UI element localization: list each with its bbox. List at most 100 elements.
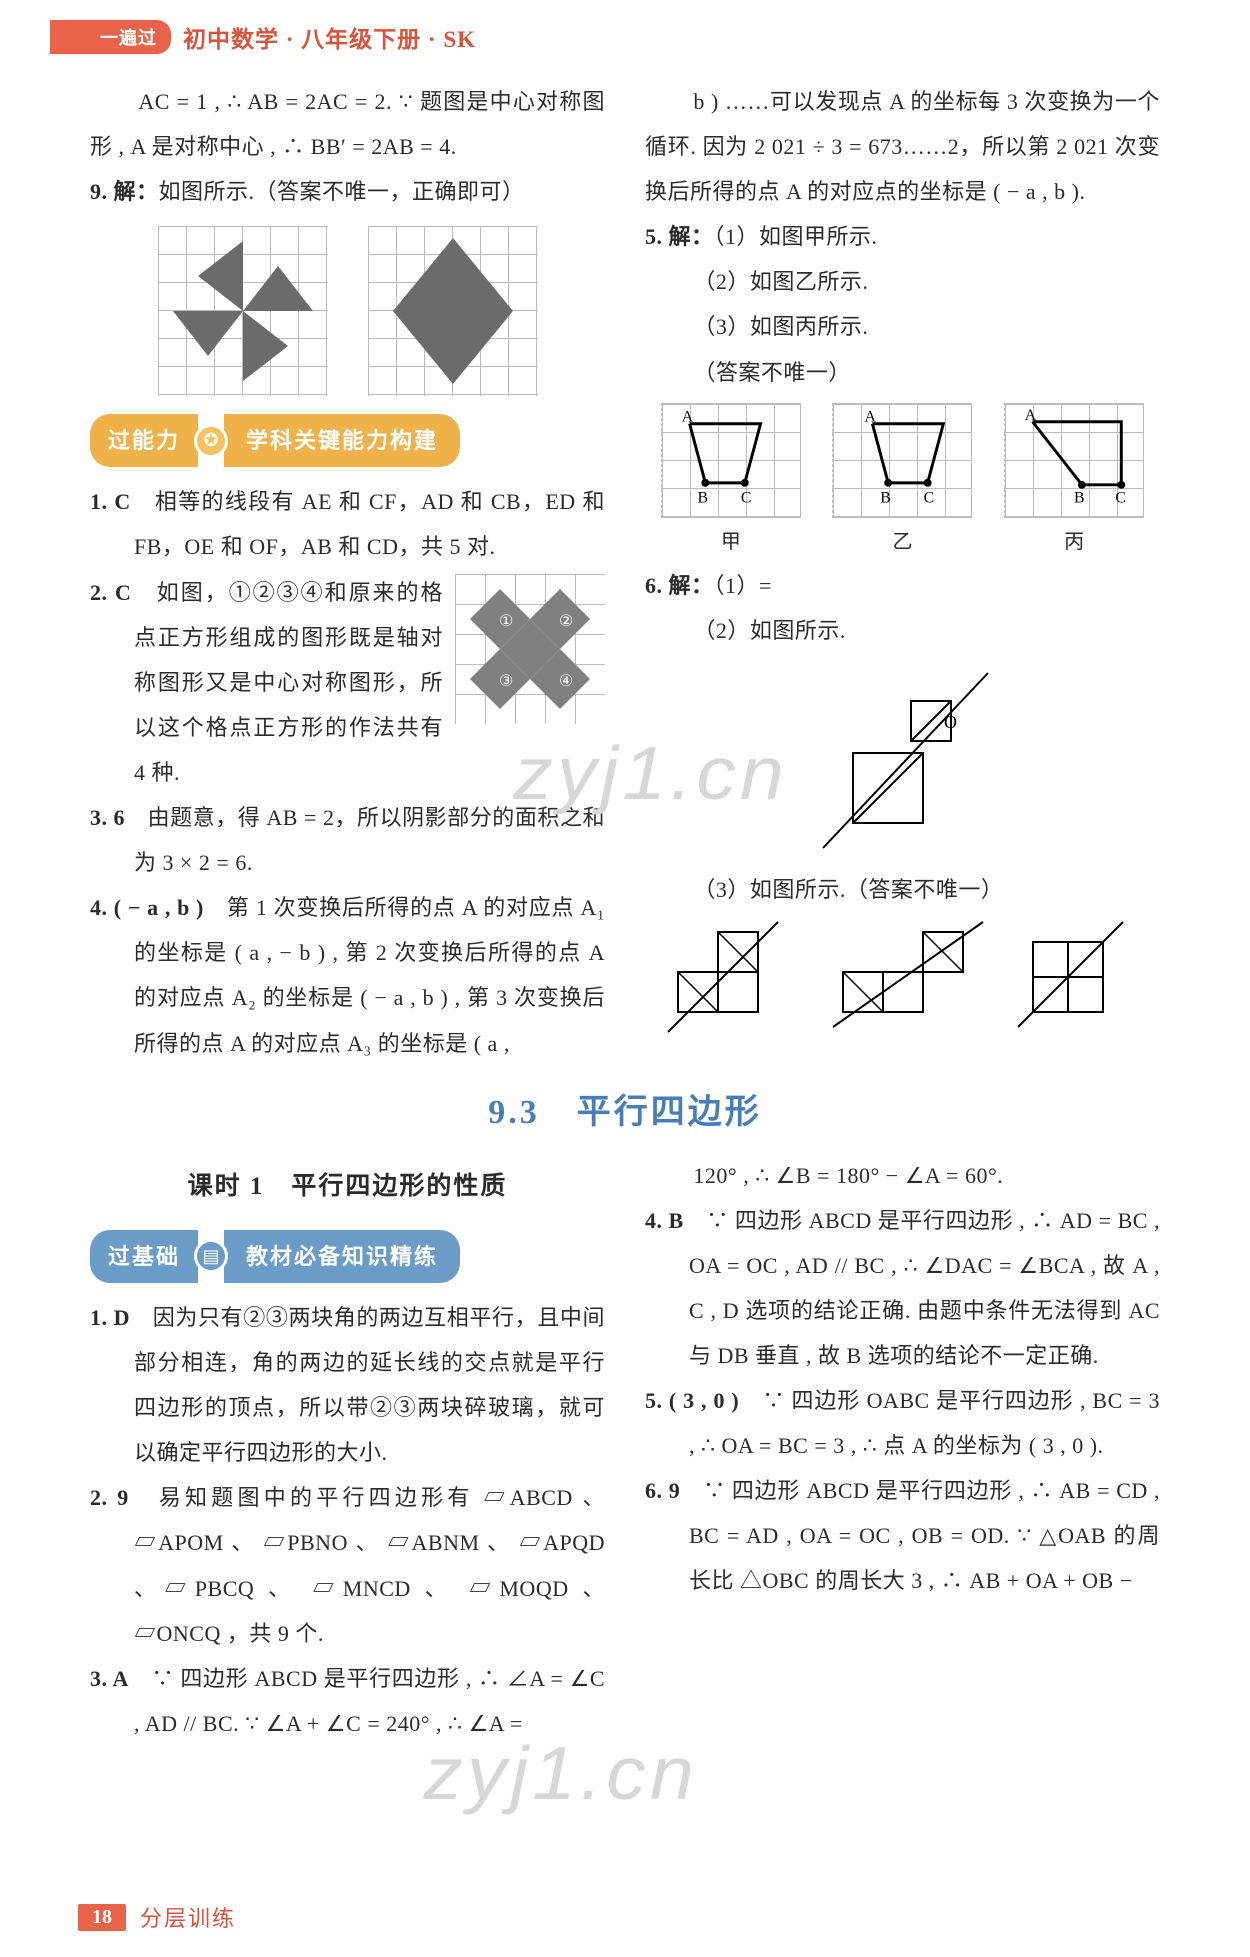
caption-row-5: 甲 乙 丙	[645, 522, 1160, 563]
svg-text:④: ④	[559, 673, 573, 690]
q6: 6. 解：（1）=	[645, 563, 1160, 608]
grid-jia: A B C	[661, 403, 801, 518]
r-top: 120° , ∴ ∠B = 180° − ∠A = 60°.	[645, 1153, 1160, 1198]
a1-text: 相等的线段有 AE 和 CF，AD 和 CB，ED 和 FB，OE 和 OF，A…	[131, 489, 605, 559]
footer: 18 分层训练	[78, 1901, 236, 1933]
a2-label: 2. C	[90, 580, 131, 605]
section-title: 9.3 平行四边形	[0, 1084, 1250, 1133]
figure-row-9	[90, 226, 605, 396]
svg-text:C: C	[741, 489, 752, 506]
left-column: AC = 1 , ∴ AB = 2AC = 2. ∵ 题图是中心对称图形 , A…	[90, 79, 605, 1066]
a3: 3. 6 由题意，得 AB = 2，所以阴影部分的面积之和为 3 × 2 = 6…	[90, 795, 605, 885]
a3-text: 由题意，得 AB = 2，所以阴影部分的面积之和为 3 × 2 = 6.	[125, 805, 605, 875]
q5: 5. 解：（1）如图甲所示.	[645, 214, 1160, 259]
r-p1: b ) ……可以发现点 A 的坐标每 3 次变换为一个循环. 因为 2 021 …	[645, 79, 1160, 214]
grid-row-5: A B C A B C A B C	[645, 403, 1160, 518]
a4: 4. ( − a , b ) 第 1 次变换后所得的点 A 的对应点 A₁ 的坐…	[90, 885, 605, 1065]
para: AC = 1 , ∴ AB = 2AC = 2. ∵ 题图是中心对称图形 , A…	[90, 79, 605, 169]
geom-fig-6-2: O	[645, 663, 1160, 853]
b4-text: ∵ 四边形 ABCD 是平行四边形 , ∴ AD = BC , OA = OC …	[684, 1208, 1160, 1368]
a3-label: 3. 6	[90, 805, 125, 830]
b2-text: 易知题图中的平行四边形有 ▱ABCD 、▱APOM 、 ▱PBNO 、 ▱ABN…	[129, 1485, 605, 1645]
pill-badge-icon: ✪	[194, 424, 228, 458]
b5-label: 5. ( 3 , 0 )	[645, 1388, 739, 1413]
pill-right-blue: 教材必备知识精练	[224, 1230, 460, 1283]
svg-text:②: ②	[559, 613, 573, 630]
q6-3: （3）如图所示.（答案不唯一）	[645, 867, 1160, 912]
pinwheel-svg	[158, 226, 328, 396]
b5: 5. ( 3 , 0 ) ∵ 四边形 OABC 是平行四边形 , BC = 3 …	[645, 1378, 1160, 1468]
q9-text: 如图所示.（答案不唯一，正确即可）	[159, 179, 525, 204]
b4-label: 4. B	[645, 1208, 684, 1233]
diamond-svg	[368, 226, 538, 396]
geom-fig-6-3	[645, 922, 1160, 1042]
q9: 9. 解：如图所示.（答案不唯一，正确即可）	[90, 169, 605, 214]
geom-svg-6-2: O	[793, 663, 1013, 853]
lower-content: 课时 1 平行四边形的性质 过基础 ▤ 教材必备知识精练 1. D 因为只有②③…	[0, 1143, 1250, 1746]
svg-text:B: B	[881, 489, 892, 506]
b2-label: 2. 9	[90, 1485, 129, 1510]
svg-text:③: ③	[499, 673, 513, 690]
svg-text:B: B	[697, 489, 708, 506]
q5-2: （2）如图乙所示.	[645, 259, 1160, 304]
q5-1: （1）如图甲所示.	[714, 224, 878, 249]
q9-label: 9. 解：	[90, 179, 159, 204]
q5-label: 5. 解：	[645, 224, 714, 249]
grid-jia-svg: A B C	[662, 404, 800, 517]
pill-basic: 过基础 ▤ 教材必备知识精练	[90, 1230, 605, 1283]
q5-note: （答案不唯一）	[645, 350, 1160, 395]
header-tag: 一遍过	[80, 20, 171, 54]
pill-ability: 过能力 ✪ 学科关键能力构建	[90, 414, 605, 467]
inline-fig-svg: ① ② ③ ④	[455, 574, 605, 724]
a1-label: 1. C	[90, 489, 131, 514]
a2-text: 如图，①②③④和原来的格点正方形组成的图形既是轴对称图形又是中心对称图形，所以这…	[131, 580, 443, 785]
a4-label: 4. ( − a , b )	[90, 895, 204, 920]
diamond-figure	[368, 226, 538, 396]
geom-svg-6-3	[668, 922, 1138, 1042]
b3: 3. A ∵ 四边形 ABCD 是平行四边形 , ∴ ∠A = ∠C , AD …	[90, 1656, 605, 1746]
b5-text: ∵ 四边形 OABC 是平行四边形 , BC = 3 , ∴ OA = BC =…	[689, 1388, 1160, 1458]
b1-text: 因为只有②③两块角的两边互相平行，且中间部分相连，角的两边的延长线的交点就是平行…	[130, 1305, 605, 1465]
b3-text: ∵ 四边形 ABCD 是平行四边形 , ∴ ∠A = ∠C , AD // BC…	[129, 1666, 605, 1736]
cap-jia: 甲	[721, 522, 741, 563]
b3-label: 3. A	[90, 1666, 129, 1691]
lesson-subtitle: 课时 1 平行四边形的性质	[90, 1161, 605, 1212]
svg-text:A: A	[682, 408, 694, 425]
b2: 2. 9 易知题图中的平行四边形有 ▱ABCD 、▱APOM 、 ▱PBNO 、…	[90, 1475, 605, 1655]
left-column-2: 课时 1 平行四边形的性质 过基础 ▤ 教材必备知识精练 1. D 因为只有②③…	[90, 1153, 605, 1746]
pill-left: 过能力	[90, 414, 198, 467]
b6-text: ∵ 四边形 ABCD 是平行四边形 , ∴ AB = CD , BC = AD …	[680, 1478, 1160, 1593]
header-title: 初中数学 · 八年级下册 · SK	[183, 20, 476, 54]
inline-fig-2c: ① ② ③ ④	[455, 574, 605, 724]
b6-label: 6. 9	[645, 1478, 680, 1503]
pill-left-blue: 过基础	[90, 1230, 198, 1283]
cap-bing: 丙	[1064, 522, 1084, 563]
svg-text:C: C	[1116, 489, 1127, 506]
a4-text: 第 1 次变换后所得的点 A 的对应点 A₁ 的坐标是 ( a , − b ) …	[134, 895, 605, 1055]
footer-page: 18	[78, 1904, 126, 1931]
grid-bing-svg: A B C	[1005, 404, 1143, 517]
page-header: 一遍过 初中数学 · 八年级下册 · SK	[0, 0, 1250, 69]
svg-text:A: A	[865, 408, 877, 425]
right-column: b ) ……可以发现点 A 的坐标每 3 次变换为一个循环. 因为 2 021 …	[645, 79, 1160, 1066]
grid-yi-svg: A B C	[833, 404, 971, 517]
grid-bing: A B C	[1004, 403, 1144, 518]
pill-right: 学科关键能力构建	[224, 414, 460, 467]
svg-text:O: O	[944, 712, 957, 732]
pill-badge-blue-icon: ▤	[194, 1239, 228, 1273]
b1-label: 1. D	[90, 1305, 130, 1330]
b6: 6. 9 ∵ 四边形 ABCD 是平行四边形 , ∴ AB = CD , BC …	[645, 1468, 1160, 1603]
a1: 1. C 相等的线段有 AE 和 CF，AD 和 CB，ED 和 FB，OE 和…	[90, 479, 605, 569]
svg-text:B: B	[1074, 489, 1085, 506]
right-column-2: 120° , ∴ ∠B = 180° − ∠A = 60°. 4. B ∵ 四边…	[645, 1153, 1160, 1746]
cap-yi: 乙	[892, 522, 912, 563]
svg-text:①: ①	[499, 613, 513, 630]
pinwheel-figure	[158, 226, 328, 396]
b4: 4. B ∵ 四边形 ABCD 是平行四边形 , ∴ AD = BC , OA …	[645, 1198, 1160, 1378]
footer-label: 分层训练	[140, 1901, 236, 1933]
q6-2: （2）如图所示.	[645, 608, 1160, 653]
svg-text:A: A	[1025, 406, 1037, 423]
b1: 1. D 因为只有②③两块角的两边互相平行，且中间部分相连，角的两边的延长线的交…	[90, 1295, 605, 1475]
svg-text:C: C	[924, 489, 935, 506]
q5-3: （3）如图丙所示.	[645, 304, 1160, 349]
